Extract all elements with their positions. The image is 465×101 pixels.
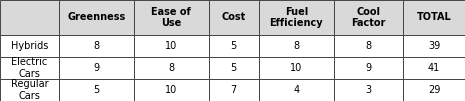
- Bar: [59, 35, 134, 57]
- Text: Fuel
Efficiency: Fuel Efficiency: [270, 7, 323, 28]
- Bar: [403, 79, 465, 101]
- Bar: [134, 57, 209, 79]
- Bar: [59, 57, 134, 79]
- Text: 10: 10: [165, 41, 177, 51]
- Text: Cost: Cost: [222, 12, 246, 22]
- Text: TOTAL: TOTAL: [417, 12, 452, 22]
- Bar: [334, 35, 403, 57]
- Text: 3: 3: [365, 85, 372, 95]
- Bar: [259, 57, 334, 79]
- Text: Hybrids: Hybrids: [11, 41, 48, 51]
- Text: 8: 8: [293, 41, 299, 51]
- Bar: [209, 0, 259, 35]
- Text: 4: 4: [293, 85, 299, 95]
- Bar: [259, 79, 334, 101]
- Text: Greenness: Greenness: [67, 12, 126, 22]
- Text: 39: 39: [428, 41, 440, 51]
- Text: 10: 10: [290, 63, 302, 73]
- Text: 9: 9: [93, 63, 100, 73]
- Text: 8: 8: [365, 41, 372, 51]
- Text: Cool
Factor: Cool Factor: [351, 7, 385, 28]
- Bar: [0, 57, 59, 79]
- Bar: [209, 79, 259, 101]
- Text: 9: 9: [365, 63, 372, 73]
- Bar: [403, 35, 465, 57]
- Text: 5: 5: [231, 41, 237, 51]
- Text: 10: 10: [165, 85, 177, 95]
- Text: 8: 8: [168, 63, 174, 73]
- Bar: [134, 79, 209, 101]
- Bar: [59, 79, 134, 101]
- Bar: [134, 35, 209, 57]
- Bar: [403, 0, 465, 35]
- Bar: [134, 0, 209, 35]
- Text: 5: 5: [231, 63, 237, 73]
- Bar: [209, 57, 259, 79]
- Bar: [0, 35, 59, 57]
- Bar: [259, 0, 334, 35]
- Bar: [209, 35, 259, 57]
- Bar: [0, 79, 59, 101]
- Text: 7: 7: [231, 85, 237, 95]
- Bar: [334, 79, 403, 101]
- Text: 8: 8: [93, 41, 100, 51]
- Bar: [0, 0, 59, 35]
- Bar: [334, 0, 403, 35]
- Text: 29: 29: [428, 85, 440, 95]
- Text: Electric
Cars: Electric Cars: [12, 57, 48, 78]
- Bar: [403, 57, 465, 79]
- Text: 41: 41: [428, 63, 440, 73]
- Text: 5: 5: [93, 85, 100, 95]
- Bar: [59, 0, 134, 35]
- Text: Ease of
Use: Ease of Use: [151, 7, 191, 28]
- Text: Regular
Cars: Regular Cars: [11, 79, 48, 101]
- Bar: [334, 57, 403, 79]
- Bar: [259, 35, 334, 57]
